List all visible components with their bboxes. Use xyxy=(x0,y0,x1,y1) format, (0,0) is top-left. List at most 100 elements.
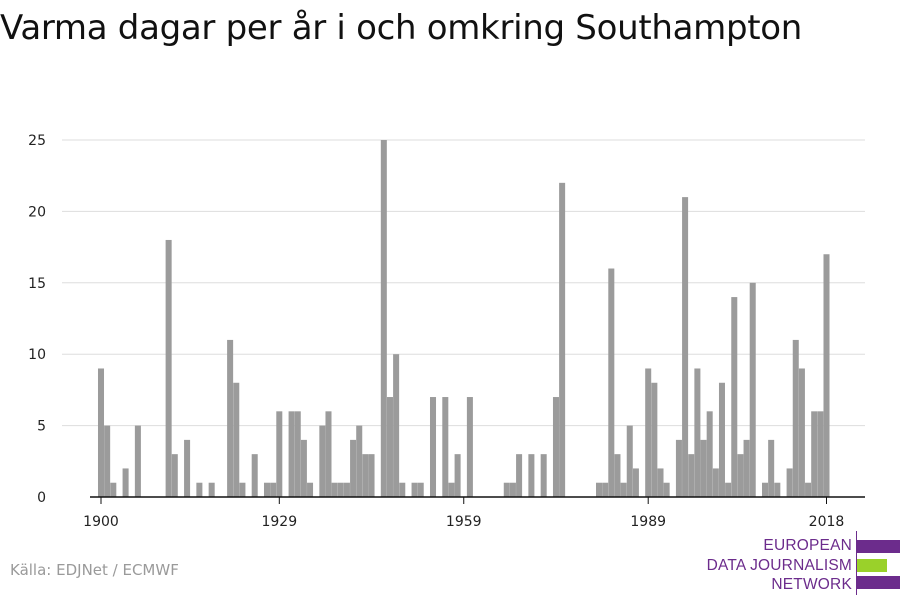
bar-1986 xyxy=(626,425,633,497)
bar-1982 xyxy=(602,482,609,497)
bar-1957 xyxy=(448,482,455,497)
bar-1938 xyxy=(331,482,338,497)
bar-1996 xyxy=(688,454,695,497)
y-tick-label: 5 xyxy=(37,419,46,435)
bar-1916 xyxy=(196,482,203,497)
bar-1952 xyxy=(417,482,424,497)
x-tick-label: 1959 xyxy=(446,514,482,530)
y-tick-label: 25 xyxy=(28,133,46,149)
bar-1922 xyxy=(233,382,240,497)
bar-1960 xyxy=(466,397,473,497)
bar-1997 xyxy=(694,368,701,497)
bar-1992 xyxy=(663,482,670,497)
bar-2017 xyxy=(817,411,824,497)
bar-1942 xyxy=(356,425,363,497)
bar-2013 xyxy=(792,339,799,497)
bar-2008 xyxy=(762,482,769,497)
bar-1934 xyxy=(307,482,314,497)
y-tick-label: 20 xyxy=(28,204,46,220)
bar-1902 xyxy=(110,482,117,497)
bar-1989 xyxy=(645,368,652,497)
bar-1954 xyxy=(429,397,437,497)
bar-1918 xyxy=(208,482,215,497)
bar-1966 xyxy=(503,482,510,497)
bar-2001 xyxy=(718,382,725,497)
bar-2000 xyxy=(712,468,719,497)
bar-1912 xyxy=(171,454,178,497)
bar-1999 xyxy=(706,411,713,497)
bar-1958 xyxy=(454,454,461,497)
bar-2010 xyxy=(774,482,781,497)
bar-1968 xyxy=(516,454,523,497)
bar-1911 xyxy=(165,239,172,497)
bar-1981 xyxy=(596,482,603,497)
bar-1937 xyxy=(325,411,332,497)
bar-1975 xyxy=(559,182,566,497)
x-tick-label: 1900 xyxy=(83,514,119,530)
bar-1925 xyxy=(251,454,258,497)
x-tick-label: 2018 xyxy=(809,514,845,530)
edjnet-logo: EUROPEAN DATA JOURNALISM NETWORK xyxy=(700,531,900,595)
bar-1932 xyxy=(294,411,301,497)
bar-1906 xyxy=(134,425,141,497)
bar-1947 xyxy=(386,397,393,497)
logo-line-3: NETWORK xyxy=(771,576,852,593)
bar-1967 xyxy=(509,482,516,497)
bar-1943 xyxy=(362,454,369,497)
bar-1904 xyxy=(122,468,129,497)
bar-1991 xyxy=(657,468,664,497)
bar-1927 xyxy=(263,482,271,497)
bar-1931 xyxy=(288,411,295,497)
bar-1985 xyxy=(620,482,627,497)
bar-1900 xyxy=(97,368,105,497)
bar-1990 xyxy=(651,382,658,497)
bar-1901 xyxy=(104,425,111,497)
logo-bar-purple-top xyxy=(857,540,900,553)
bar-1940 xyxy=(343,482,350,497)
bar-2016 xyxy=(811,411,818,497)
bar-1939 xyxy=(337,482,344,497)
bar-1944 xyxy=(368,454,375,497)
chart-title: Varma dagar per år i och omkring Southam… xyxy=(0,8,803,48)
bar-1949 xyxy=(399,482,406,497)
bar-1998 xyxy=(700,439,707,497)
bar-1933 xyxy=(300,439,307,497)
bar-1946 xyxy=(380,140,387,497)
y-axis-ticks: 0 5 10 15 20 25 xyxy=(28,133,46,506)
x-tick-label: 1989 xyxy=(630,514,666,530)
bar-1974 xyxy=(552,397,559,497)
logo-bar-purple-bottom xyxy=(857,576,900,589)
bar-1923 xyxy=(239,482,246,497)
y-tick-label: 15 xyxy=(28,276,46,292)
bar-1983 xyxy=(608,268,615,497)
bar-1914 xyxy=(184,439,191,497)
bar-2009 xyxy=(768,439,775,497)
bar-1987 xyxy=(632,468,639,497)
bar-2005 xyxy=(743,439,750,497)
x-tick-label: 1929 xyxy=(261,514,297,530)
bar-2015 xyxy=(805,482,812,497)
logo-line-2: DATA JOURNALISM xyxy=(706,557,852,574)
bar-1936 xyxy=(319,425,326,497)
x-axis-ticks: 1900 1929 1959 1989 2018 xyxy=(83,497,844,530)
bar-2003 xyxy=(731,297,738,497)
logo-bar-green xyxy=(857,559,887,572)
bar-1970 xyxy=(528,454,535,497)
bar-2018 xyxy=(823,254,830,497)
bar-1972 xyxy=(540,454,547,497)
bar-2006 xyxy=(749,282,756,497)
gridlines xyxy=(62,139,865,427)
bar-1995 xyxy=(682,197,689,497)
bar-1928 xyxy=(270,482,277,497)
bar-2002 xyxy=(725,482,732,497)
bar-1956 xyxy=(442,397,449,497)
bar-2012 xyxy=(786,468,793,497)
source-note: Källa: EDJNet / ECMWF xyxy=(10,561,179,579)
bars xyxy=(97,140,830,497)
bar-1984 xyxy=(614,454,621,497)
bar-1941 xyxy=(350,439,357,497)
bar-1951 xyxy=(411,482,418,497)
y-tick-label: 10 xyxy=(28,347,46,363)
logo-divider xyxy=(856,531,857,595)
